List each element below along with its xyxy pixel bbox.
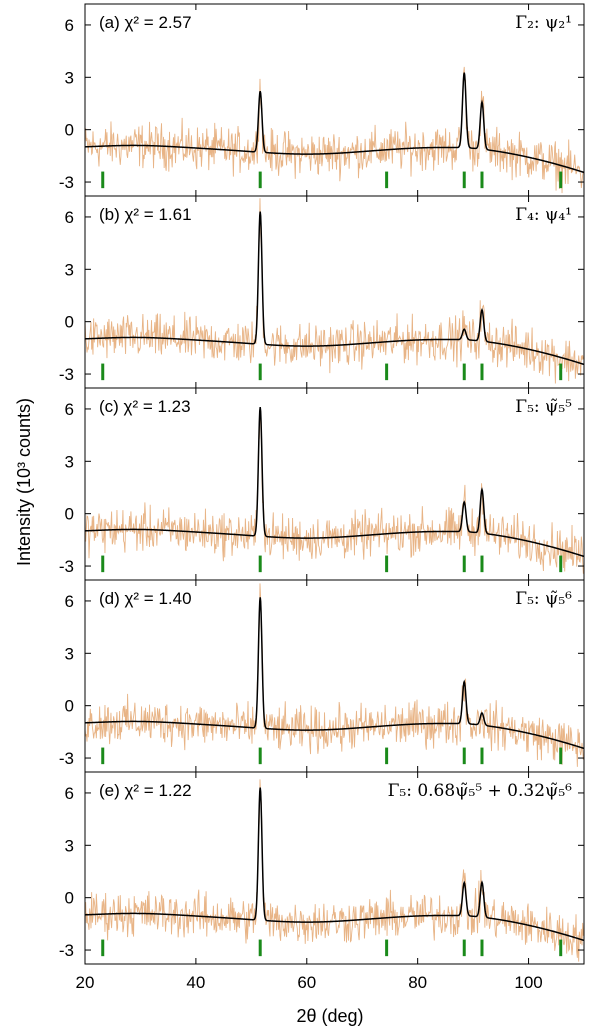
observed-data-line bbox=[85, 583, 584, 767]
x-axis: 20 40 60 80 100 bbox=[76, 973, 543, 992]
panel-chi2-label: (a) χ² = 2.57 bbox=[99, 13, 192, 32]
y-tick-label: -3 bbox=[59, 173, 74, 192]
calculated-fit-line bbox=[85, 72, 584, 174]
panel-chi2-label: (d) χ² = 1.40 bbox=[99, 589, 192, 608]
observed-data-line bbox=[85, 66, 584, 194]
panel-b: -3 0 3 6 (b) χ² = 1.61 Γ₄: ψ₄¹ bbox=[59, 195, 585, 389]
x-tick-label: 100 bbox=[514, 973, 542, 992]
y-tick-label: 3 bbox=[65, 68, 74, 87]
y-tick-label: 0 bbox=[65, 505, 74, 524]
panel-irrep-label: Γ₂: ψ₂¹ bbox=[515, 13, 572, 33]
panel-frame bbox=[84, 579, 585, 773]
x-tick-label: 60 bbox=[297, 973, 316, 992]
y-tick-label: 3 bbox=[65, 260, 74, 279]
y-tick-label: 6 bbox=[65, 784, 74, 803]
y-tick-label: 0 bbox=[65, 313, 74, 332]
x-tick-label: 40 bbox=[186, 973, 205, 992]
calculated-fit-line bbox=[85, 597, 584, 750]
panel-frame bbox=[84, 195, 585, 389]
calculated-fit-line bbox=[85, 787, 584, 942]
panel-irrep-label: Γ₄: ψ₄¹ bbox=[515, 205, 572, 225]
y-tick-label: -3 bbox=[59, 941, 74, 960]
y-tick-label: 3 bbox=[65, 836, 74, 855]
y-axis-title: Intensity (10³ counts) bbox=[14, 398, 34, 566]
y-tick-label: 3 bbox=[65, 644, 74, 663]
y-tick-label: 6 bbox=[65, 208, 74, 227]
panels-layer: -3 0 3 6 (a) χ² = 2.57 Γ₂: ψ₂¹ -3 0 3 6 (b) χ² = 1… bbox=[59, 3, 585, 965]
y-tick-label: -3 bbox=[59, 365, 74, 384]
y-tick-label: 3 bbox=[65, 452, 74, 471]
panel-chi2-label: (c) χ² = 1.23 bbox=[99, 397, 191, 416]
panel-e: -3 0 3 6 (e) χ² = 1.22 Γ₅: 0.68ψ̃₅⁵ + 0.32ψ̃₅… bbox=[59, 771, 585, 965]
panel-irrep-label: Γ₅: ψ̃₅⁵ bbox=[515, 397, 572, 417]
calculated-fit-line bbox=[85, 406, 584, 558]
observed-data-line bbox=[85, 779, 584, 962]
panel-frame bbox=[84, 387, 585, 581]
panel-irrep-label: Γ₅: ψ̃₅⁶ bbox=[515, 589, 572, 609]
panel-c: -3 0 3 6 (c) χ² = 1.23 Γ₅: ψ̃₅⁵ bbox=[59, 387, 585, 581]
panel-chi2-label: (e) χ² = 1.22 bbox=[99, 781, 192, 800]
panel-irrep-label: Γ₅: 0.68ψ̃₅⁵ + 0.32ψ̃₅⁶ bbox=[388, 781, 573, 801]
observed-data-line bbox=[85, 198, 584, 384]
y-tick-label: 6 bbox=[65, 592, 74, 611]
panel-a: -3 0 3 6 (a) χ² = 2.57 Γ₂: ψ₂¹ bbox=[59, 3, 585, 197]
calculated-fit-line bbox=[85, 211, 584, 366]
y-tick-label: 0 bbox=[65, 697, 74, 716]
y-tick-label: 6 bbox=[65, 16, 74, 35]
panel-frame bbox=[84, 3, 585, 197]
x-tick-label: 20 bbox=[76, 973, 95, 992]
y-tick-label: 0 bbox=[65, 889, 74, 908]
observed-data-line bbox=[85, 413, 584, 574]
y-tick-label: 6 bbox=[65, 400, 74, 419]
y-tick-label: -3 bbox=[59, 749, 74, 768]
y-tick-label: -3 bbox=[59, 557, 74, 576]
y-tick-label: 0 bbox=[65, 121, 74, 140]
x-tick-label: 80 bbox=[408, 973, 427, 992]
panel-frame bbox=[84, 771, 585, 965]
x-axis-title: 2θ (deg) bbox=[296, 1006, 363, 1026]
panel-d: -3 0 3 6 (d) χ² = 1.40 Γ₅: ψ̃₅⁶ bbox=[59, 579, 585, 773]
panel-chi2-label: (b) χ² = 1.61 bbox=[99, 205, 192, 224]
